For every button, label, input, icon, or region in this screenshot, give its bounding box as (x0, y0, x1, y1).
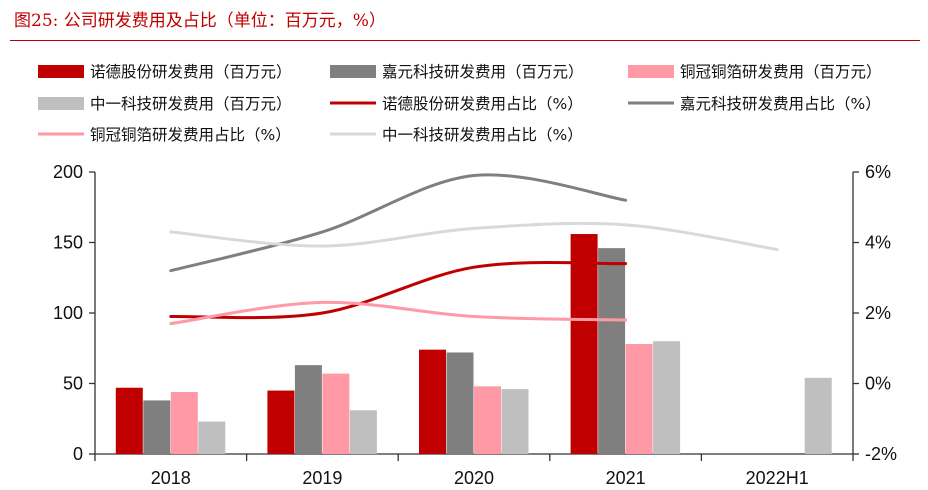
legend-entry: 诺德股份研发费用占比（%） (382, 95, 583, 113)
legend-swatch (628, 65, 674, 78)
bar (653, 341, 681, 454)
bar (419, 349, 446, 454)
bar (115, 387, 143, 454)
bar (349, 410, 377, 454)
left-tick-label: 200 (53, 162, 83, 182)
x-tick-label: 2018 (151, 468, 191, 488)
bar (143, 400, 171, 454)
right-tick-label: 4% (865, 233, 891, 253)
legend-entry: 诺德股份研发费用（百万元） (90, 63, 292, 81)
bar (322, 373, 350, 454)
legend-entry: 铜冠铜箔研发费用（百万元） (680, 63, 882, 81)
left-tick-label: 50 (63, 374, 83, 394)
x-tick-label: 2021 (606, 468, 646, 488)
left-tick-label: 0 (73, 444, 83, 464)
x-tick-label: 2019 (302, 468, 342, 488)
bar (294, 365, 322, 454)
legend: 诺德股份研发费用（百万元） 嘉元科技研发费用（百万元） 铜冠铜箔研发费用（百万元） 中… (38, 63, 882, 144)
bar (598, 248, 626, 454)
legend-entry: 铜冠铜箔研发费用占比（%） (90, 126, 291, 144)
right-tick-label: 0% (865, 374, 891, 394)
bars (115, 234, 832, 454)
bar (170, 391, 198, 454)
legend-entry: 嘉元科技研发费用（百万元） (382, 63, 584, 81)
legend-entry: 中一科技研发费用（百万元） (90, 95, 292, 113)
series-line (169, 221, 779, 252)
right-tick-label: 6% (865, 162, 891, 182)
bar (198, 421, 226, 454)
bar (267, 390, 295, 454)
x-tick-label: 2020 (454, 468, 494, 488)
bar (804, 377, 832, 454)
bar (446, 352, 474, 454)
left-tick-label: 100 (53, 303, 83, 323)
bar (625, 344, 653, 454)
bar (474, 386, 501, 454)
title-divider (10, 40, 920, 41)
right-tick-label: 2% (865, 303, 891, 323)
series-line (169, 261, 628, 320)
right-tick-label: -2% (865, 444, 897, 464)
x-tick-label: 2022H1 (746, 468, 809, 488)
legend-entry: 嘉元科技研发费用占比（%） (680, 95, 881, 113)
series-line (169, 173, 628, 273)
lines (169, 173, 779, 326)
legend-entry: 中一科技研发费用占比（%） (382, 126, 583, 144)
legend-swatch (38, 65, 84, 78)
left-tick-label: 150 (53, 233, 83, 253)
figure-title: 图25: 公司研发费用及占比（单位：百万元，%） (14, 11, 386, 31)
bar (570, 234, 598, 454)
legend-swatch (38, 97, 84, 110)
axes: 0 50 100 150 200 -2% 0% 2% 4% 6% 2018 2019 2020 2021 2… (53, 162, 897, 488)
series-line (169, 300, 628, 326)
legend-swatch (330, 65, 376, 78)
bar (501, 389, 529, 454)
